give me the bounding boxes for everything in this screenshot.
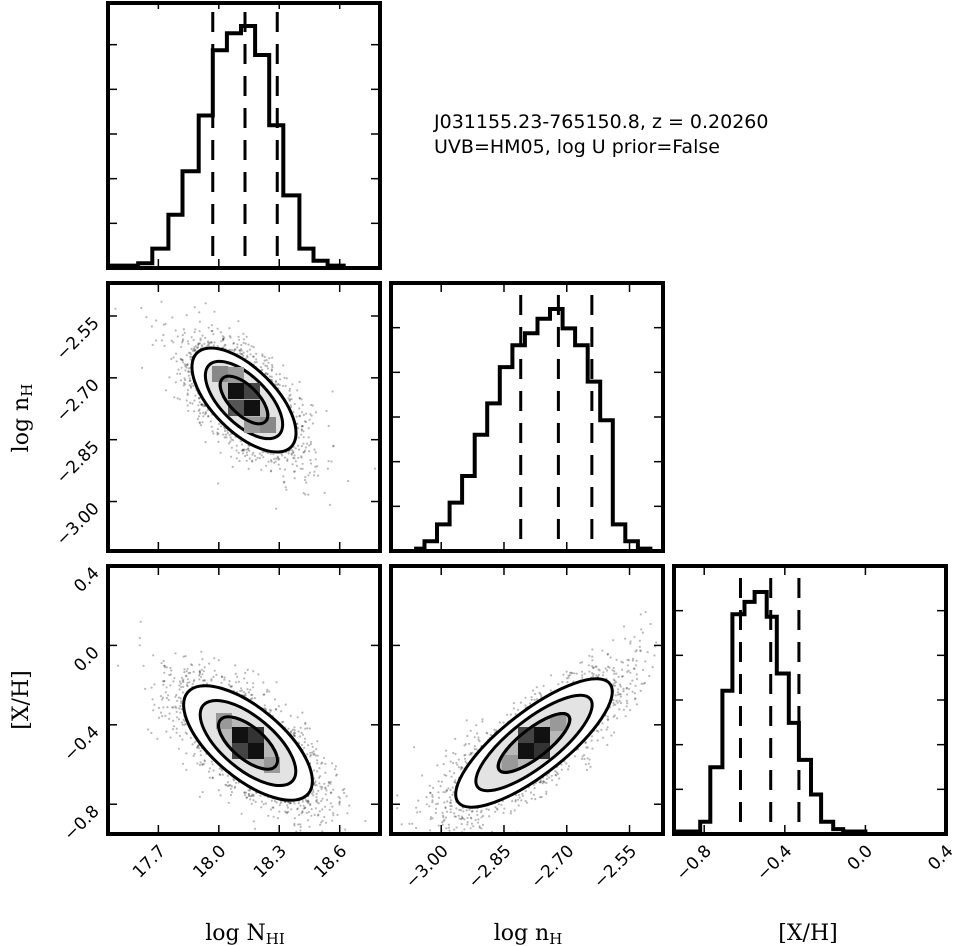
histogram-lognH [391, 286, 663, 553]
histogram-logNHI [106, 3, 380, 270]
y-tick-label: −2.55 [53, 313, 104, 364]
y-tick-label: −0.8 [60, 802, 103, 845]
x-tick-label: 18.6 [310, 841, 351, 882]
x-tick-label: −2.85 [465, 841, 516, 892]
y-axis-label-lognH: log nH [9, 384, 36, 453]
density-bin [244, 383, 260, 399]
y-tick-label: −0.4 [60, 722, 103, 765]
density-bin [518, 727, 534, 743]
density-bin [232, 727, 248, 743]
x-tick-label: −3.00 [402, 841, 453, 892]
x-tick-label: 18.3 [250, 841, 291, 882]
density-bin [248, 743, 264, 759]
y-tick-label: −2.70 [53, 375, 104, 426]
density-bin [534, 727, 550, 743]
y-tick-label: −3.00 [53, 499, 104, 550]
y-tick-label: 0.4 [70, 563, 103, 596]
x-tick-label: 0.0 [844, 841, 877, 874]
x-tick-label: −2.55 [590, 841, 641, 892]
y-tick-label: 0.0 [70, 643, 103, 676]
x-tick-label: 0.4 [924, 841, 957, 874]
histogram-step [672, 590, 946, 836]
panel-frame-1-1 [389, 281, 665, 553]
x-tick-label: −0.4 [753, 841, 796, 884]
density-bin [502, 755, 518, 771]
x-tick-label: −0.8 [672, 841, 715, 884]
annotation-line1: J031155.23-765150.8, z = 0.20260 [433, 111, 769, 133]
histogram-step [106, 24, 380, 270]
density-bin [550, 715, 566, 731]
density-bin [518, 743, 534, 759]
density-panel-logNHI-XH [116, 620, 367, 834]
density-bin [228, 400, 244, 416]
y-tick-label: −2.85 [53, 437, 104, 488]
histogram-XH [672, 569, 946, 836]
annotation-block: J031155.23-765150.8, z = 0.20260 UVB=HM0… [433, 111, 769, 158]
x-axis-label-lognH: log nH [494, 921, 563, 946]
x-axis-label-XH: [X/H] [778, 921, 837, 946]
x-tick-label: 17.7 [129, 841, 170, 882]
density-panel-lognH-XH [391, 610, 663, 834]
y-axis-label-XH: [X/H] [9, 670, 34, 729]
histogram-step [391, 307, 663, 553]
density-bin [244, 400, 260, 416]
density-bin [228, 383, 244, 399]
annotation-line2: UVB=HM05, log U prior=False [434, 136, 720, 158]
x-axis-label-logNHI: log NHI [205, 921, 285, 946]
x-tick-label: 18.0 [189, 841, 230, 882]
x-tick-label: −2.70 [527, 841, 578, 892]
panel-frame-0-0 [106, 1, 382, 270]
density-panel-logNHI-lognH [114, 300, 377, 510]
density-bin [534, 743, 550, 759]
